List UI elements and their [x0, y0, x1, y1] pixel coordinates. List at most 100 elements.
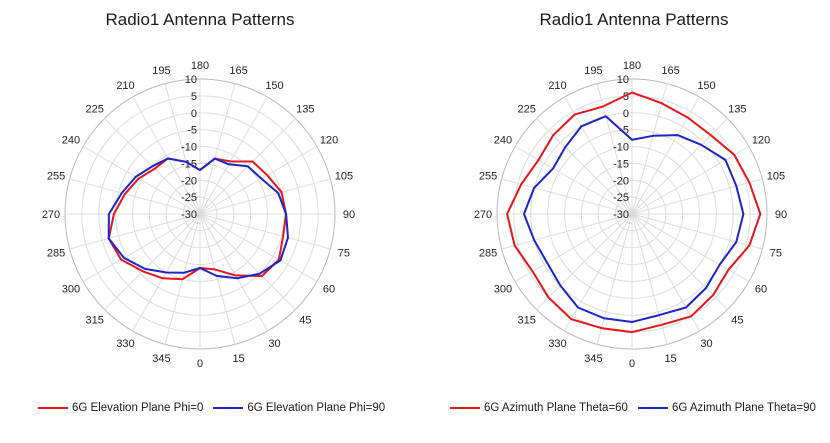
angle-tick-label: 225 [85, 104, 103, 116]
grid-spoke [501, 178, 633, 215]
grid-spoke [132, 96, 201, 215]
angle-tick-label: 240 [494, 135, 512, 147]
radial-tick-label: -20 [181, 175, 197, 187]
polar-chart-left: 0 153045607590105120135150165180195210225… [42, 60, 355, 370]
radial-tick-label: -30 [613, 209, 629, 221]
angle-tick-label: 285 [479, 248, 497, 260]
grid-spoke [199, 83, 236, 215]
angle-tick-label: 345 [584, 353, 602, 365]
grid-spoke [82, 146, 201, 215]
angle-tick-label: 60 [755, 284, 767, 296]
grid-spoke [564, 213, 633, 332]
legend-item: 6G Elevation Plane Phi=90 [213, 402, 385, 414]
angle-tick-label: 195 [152, 65, 170, 77]
radial-tick-label: 10 [185, 74, 197, 86]
grid-spoke [199, 146, 318, 215]
radial-tick-label: -10 [613, 142, 629, 154]
angle-tick-label: 315 [85, 314, 103, 326]
radial-tick-label: 5 [623, 91, 629, 103]
grid-spoke [631, 213, 700, 332]
grid-spoke [199, 213, 318, 282]
angle-tick-label: 60 [323, 284, 335, 296]
angle-tick-label: 0 [197, 358, 203, 370]
legend-swatch-blue [637, 407, 668, 409]
radial-tick-label: 5 [191, 91, 197, 103]
angle-tick-label: 45 [299, 314, 311, 326]
angle-tick-label: 75 [770, 248, 782, 260]
series-line-blue [107, 157, 289, 280]
grid-spoke [199, 178, 331, 215]
grid-spoke [631, 213, 763, 250]
grid-spoke [631, 213, 750, 282]
angle-tick-label: 345 [152, 353, 170, 365]
chart-title-right: Radio1 Antenna Patterns [539, 10, 729, 29]
radial-tick-label: -5 [187, 125, 197, 137]
angle-tick-label: 330 [548, 338, 566, 350]
legend-left: 6G Elevation Plane Phi=0 6G Elevation Pl… [38, 402, 395, 414]
angle-tick-label: 30 [700, 338, 712, 350]
grid-spoke [564, 96, 633, 215]
legend-label: 6G Elevation Plane Phi=0 [72, 402, 204, 414]
series-line-red [506, 91, 762, 334]
grid-spoke [514, 213, 633, 282]
angle-tick-label: 180 [191, 60, 209, 72]
grid-spoke [69, 213, 201, 250]
radial-tick-label: -30 [181, 209, 197, 221]
grid-spoke [536, 118, 633, 215]
grid-spoke [631, 96, 700, 215]
angle-tick-label: 0 [629, 358, 635, 370]
grid-spoke [596, 83, 633, 215]
chart-title-left: Radio1 Antenna Patterns [105, 10, 295, 29]
grid-spoke [199, 213, 296, 310]
angle-tick-label: 270 [42, 209, 60, 221]
radial-tick-label: 0 [623, 108, 629, 120]
legend-label: 6G Azimuth Plane Theta=90 [671, 402, 816, 414]
grid-spoke [631, 83, 668, 215]
angle-tick-label: 180 [623, 60, 641, 72]
angle-tick-label: 30 [268, 338, 280, 350]
angle-tick-label: 270 [474, 209, 492, 221]
series-line-blue [523, 115, 745, 323]
angle-tick-label: 150 [265, 80, 283, 92]
angle-tick-label: 330 [116, 338, 134, 350]
angle-tick-label: 255 [47, 170, 65, 182]
legend-item: 6G Azimuth Plane Theta=90 [637, 402, 816, 414]
legend-swatch-red [38, 407, 68, 409]
grid-spoke [199, 96, 268, 215]
grid-spoke [199, 213, 268, 332]
polar-chart-right: 0 153045607590105120135150165180195210225… [474, 60, 787, 370]
radial-tick-label: -20 [613, 175, 629, 187]
angle-tick-label: 210 [116, 80, 134, 92]
radial-tick-label: -15 [613, 158, 629, 170]
radial-tick-label: 10 [617, 74, 629, 86]
angle-tick-label: 120 [320, 135, 338, 147]
radial-tick-label: 0 [191, 108, 197, 120]
angle-tick-label: 210 [548, 80, 566, 92]
radial-tick-label: -10 [181, 142, 197, 154]
grid-spoke [631, 178, 763, 215]
grid-spoke [631, 146, 750, 215]
angle-tick-label: 15 [232, 353, 244, 365]
angle-tick-label: 90 [343, 209, 355, 221]
grid-spoke [164, 83, 201, 215]
radial-tick-label: -25 [613, 192, 629, 204]
grid-spoke [631, 213, 668, 345]
grid-spoke [82, 213, 201, 282]
angle-tick-label: 225 [517, 104, 535, 116]
angle-tick-label: 300 [62, 284, 80, 296]
radial-tick-label: -5 [619, 125, 629, 137]
angle-tick-label: 165 [229, 65, 247, 77]
grid-spoke [631, 118, 728, 215]
angle-tick-label: 15 [664, 353, 676, 365]
legend-swatch-blue [213, 407, 244, 409]
grid-spoke [514, 146, 633, 215]
angle-tick-label: 120 [752, 135, 770, 147]
grid-spoke [536, 213, 633, 310]
legend-item: 6G Azimuth Plane Theta=60 [450, 402, 628, 414]
grid-spoke [199, 213, 236, 345]
legend-right: 6G Azimuth Plane Theta=60 6G Azimuth Pla… [450, 402, 826, 414]
grid-spoke [69, 178, 201, 215]
angle-tick-label: 240 [62, 135, 80, 147]
legend-label: 6G Azimuth Plane Theta=60 [484, 402, 628, 414]
